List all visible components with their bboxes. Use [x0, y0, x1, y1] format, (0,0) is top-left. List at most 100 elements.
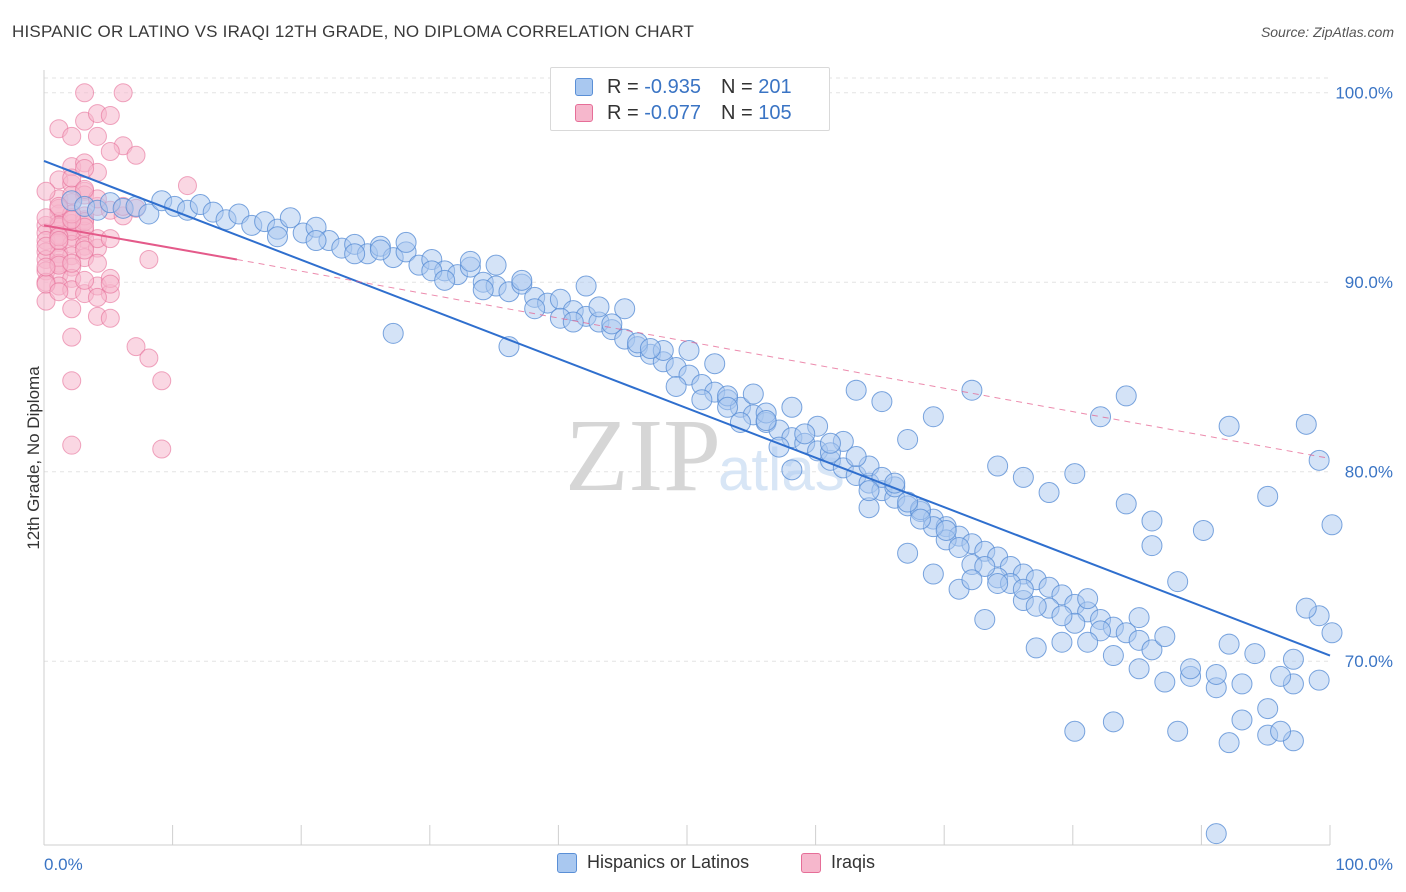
hispanic-point — [987, 455, 1009, 477]
hispanic-point — [742, 383, 764, 405]
hispanic-point — [472, 279, 494, 301]
hispanic-point — [858, 480, 880, 502]
hispanic-point — [266, 226, 288, 248]
hispanic-point — [1295, 597, 1317, 619]
iraqi-point — [139, 249, 159, 269]
x-tick-label: 100.0% — [1335, 855, 1393, 874]
legend-swatch-pink — [575, 104, 593, 122]
iraqi-point — [62, 371, 82, 391]
y-axis-label: 12th Grade, No Diploma — [24, 366, 43, 550]
hispanic-point — [819, 432, 841, 454]
hispanic-point — [1321, 514, 1343, 536]
hispanic-point — [1218, 732, 1240, 754]
hispanic-trend-line — [43, 160, 1331, 657]
hispanic-point — [884, 472, 906, 494]
iraqi-point — [87, 126, 107, 146]
hispanic-point — [305, 230, 327, 252]
hispanic-point — [1102, 645, 1124, 667]
hispanic-point — [845, 379, 867, 401]
bottom-legend-label: Iraqis — [831, 852, 876, 872]
hispanic-point — [369, 239, 391, 261]
hispanic-point — [524, 298, 546, 320]
hispanic-point — [279, 207, 301, 229]
hispanic-point — [1051, 605, 1073, 627]
hispanic-point — [1180, 658, 1202, 680]
y-tick-label: 80.0% — [1345, 463, 1393, 482]
iraqi-point — [152, 371, 172, 391]
hispanic-point — [755, 410, 777, 432]
hispanic-point — [1077, 631, 1099, 653]
bottom-legend-label: Hispanics or Latinos — [587, 852, 750, 872]
legend-swatch-blue — [575, 78, 593, 96]
iraqi-point — [62, 126, 82, 146]
hispanic-point — [1115, 385, 1137, 407]
iraqi-point — [75, 83, 95, 103]
hispanic-point — [1308, 669, 1330, 691]
hispanic-point — [1308, 449, 1330, 471]
hispanic-point — [1244, 643, 1266, 665]
hispanic-point — [138, 203, 160, 225]
hispanic-point — [909, 508, 931, 530]
iraqi-point — [62, 299, 82, 319]
hispanic-point — [601, 313, 623, 335]
hispanic-point — [897, 542, 919, 564]
hispanic-point — [459, 250, 481, 272]
hispanic-point — [1321, 622, 1343, 644]
hispanic-point — [845, 446, 867, 468]
iraqi-point — [100, 141, 120, 161]
hispanic-point — [948, 537, 970, 559]
iraqi-point — [36, 208, 56, 228]
iraqi-point — [87, 287, 107, 307]
iraqi-point — [62, 253, 82, 273]
hispanic-points — [61, 190, 1343, 845]
legend-n-label: N = — [720, 75, 753, 98]
legend-r-label: R = — [607, 75, 639, 98]
hispanic-point — [614, 298, 636, 320]
hispanic-point — [1154, 671, 1176, 693]
hispanic-point — [382, 322, 404, 344]
hispanic-point — [1064, 463, 1086, 485]
hispanic-point — [1128, 607, 1150, 629]
iraqi-point — [75, 270, 95, 290]
hispanic-point — [974, 609, 996, 631]
legend-n-label: N = — [720, 101, 753, 124]
hispanic-point — [1064, 720, 1086, 742]
iraqi-point — [87, 253, 107, 273]
hispanic-point — [1218, 633, 1240, 655]
iraqi-point — [36, 181, 56, 201]
hispanic-point — [1167, 720, 1189, 742]
hispanic-point — [1257, 485, 1279, 507]
chart-title: HISPANIC OR LATINO VS IRAQI 12TH GRADE, … — [12, 22, 695, 41]
iraqi-point — [62, 327, 82, 347]
hispanic-point — [434, 269, 456, 291]
bottom-legend-swatch-blue — [557, 852, 577, 873]
hispanic-point — [1154, 626, 1176, 648]
bottom-legend-hispanic: Hispanics or Latinos — [557, 852, 749, 873]
hispanic-point — [1115, 493, 1137, 515]
hispanic-point — [1231, 673, 1253, 695]
correlation-legend: R = -0.935 N = 201 R = -0.077 N = 105 — [550, 67, 830, 131]
legend-row-hispanic: R = -0.935 N = 201 — [575, 74, 792, 100]
hispanic-point — [897, 428, 919, 450]
hispanic-point — [1218, 415, 1240, 437]
trend-lines — [43, 160, 1331, 657]
hispanic-point — [1128, 658, 1150, 680]
legend-row-iraqi: R = -0.077 N = 105 — [575, 100, 792, 126]
hispanic-point — [1231, 709, 1253, 731]
hispanic-point — [794, 423, 816, 445]
hispanic-point — [1205, 663, 1227, 685]
hispanic-point — [1141, 639, 1163, 661]
hispanic-point — [1192, 519, 1214, 541]
hispanic-point — [1077, 588, 1099, 610]
hispanic-point — [1012, 466, 1034, 488]
hispanic-point — [485, 254, 507, 276]
hispanic-point — [1038, 482, 1060, 504]
iraqi-point — [113, 83, 133, 103]
hispanic-point — [781, 396, 803, 418]
hispanic-point — [665, 375, 687, 397]
iraqi-point — [100, 105, 120, 125]
hispanic-point — [1025, 595, 1047, 617]
hispanic-point — [871, 391, 893, 413]
x-tick-label: 0.0% — [44, 855, 83, 874]
